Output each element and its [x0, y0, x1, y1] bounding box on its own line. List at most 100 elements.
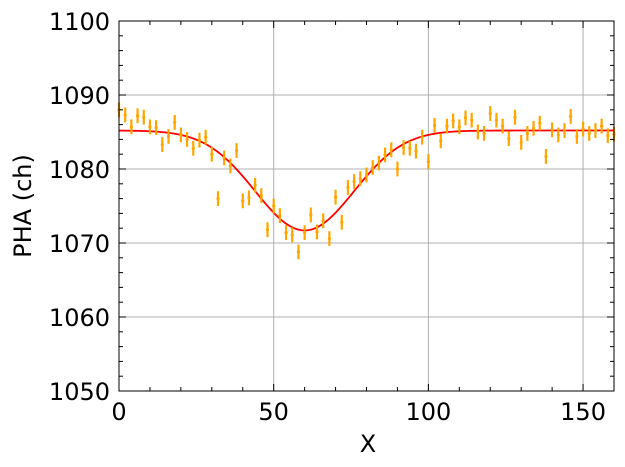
- point-marker: [210, 152, 214, 156]
- point-marker: [321, 219, 325, 223]
- point-marker: [364, 173, 369, 177]
- point-marker: [569, 114, 573, 119]
- data-point: [575, 129, 579, 144]
- point-marker: [216, 197, 220, 201]
- y-axis-label: PHA (ch): [9, 154, 37, 258]
- data-point: [333, 189, 338, 205]
- data-point: [606, 128, 610, 144]
- point-marker: [272, 204, 276, 208]
- point-marker: [204, 135, 208, 139]
- point-marker: [160, 142, 164, 147]
- point-marker: [154, 125, 158, 130]
- plot-frame: [118, 20, 615, 392]
- data-point: [148, 119, 152, 135]
- data-point: [402, 140, 406, 155]
- point-marker: [327, 236, 331, 241]
- point-marker: [185, 137, 189, 141]
- data-point: [327, 231, 331, 246]
- point-marker: [525, 131, 529, 136]
- point-marker: [340, 220, 344, 224]
- y-tick-label: 1100: [49, 8, 110, 36]
- point-marker: [507, 137, 511, 141]
- data-point: [142, 109, 146, 125]
- point-marker: [148, 125, 152, 129]
- point-marker: [278, 214, 282, 218]
- x-axis-label: X: [360, 430, 376, 458]
- data-point: [383, 147, 387, 163]
- data-point: [228, 158, 232, 174]
- data-point: [234, 143, 239, 158]
- data-point: [395, 161, 400, 177]
- point-marker: [247, 196, 251, 200]
- data-point: [470, 112, 474, 128]
- point-marker: [544, 154, 548, 159]
- grid: [118, 20, 614, 392]
- point-marker: [445, 124, 449, 128]
- point-marker: [550, 128, 554, 132]
- data-point: [185, 132, 189, 147]
- data-point: [389, 142, 393, 158]
- y-tick-label: 1090: [49, 82, 110, 110]
- point-marker: [234, 148, 239, 153]
- point-marker: [513, 115, 517, 119]
- data-point: [123, 107, 127, 123]
- data-point: [346, 180, 350, 195]
- point-marker: [191, 146, 195, 150]
- data-point: [160, 137, 164, 152]
- data-point: [408, 140, 412, 156]
- point-marker: [420, 135, 424, 139]
- point-marker: [426, 160, 430, 164]
- point-marker: [142, 115, 146, 119]
- data-point: [371, 160, 375, 175]
- point-marker: [408, 146, 412, 150]
- data-point: [204, 129, 208, 145]
- point-marker: [575, 134, 579, 139]
- point-marker: [439, 139, 443, 143]
- data-point: [550, 122, 554, 138]
- data-point: [309, 207, 313, 223]
- point-marker: [123, 113, 127, 117]
- point-marker: [333, 195, 338, 199]
- axes: [118, 20, 615, 392]
- data-point: [197, 132, 202, 148]
- point-marker: [303, 231, 307, 235]
- point-marker: [414, 149, 418, 153]
- data-point: [340, 214, 344, 230]
- point-marker: [587, 131, 591, 136]
- data-point: [600, 118, 604, 134]
- data-point: [445, 118, 449, 134]
- point-marker: [562, 128, 567, 133]
- data-point: [259, 188, 263, 204]
- point-marker: [315, 230, 319, 234]
- data-point: [129, 119, 133, 135]
- data-point: [265, 222, 270, 238]
- data-point: [420, 129, 424, 145]
- point-marker: [358, 177, 362, 181]
- data-point: [562, 123, 567, 138]
- data-point: [364, 167, 369, 183]
- point-marker: [352, 179, 356, 184]
- data-point: [296, 244, 301, 260]
- point-marker: [494, 118, 499, 122]
- point-marker: [402, 145, 406, 150]
- point-marker: [296, 250, 301, 254]
- data-point: [593, 123, 598, 138]
- point-marker: [284, 231, 288, 235]
- point-marker: [451, 119, 455, 123]
- data-point: [513, 109, 517, 125]
- data-point: [569, 109, 573, 124]
- y-tick-label: 1050: [49, 378, 110, 406]
- data-point: [525, 126, 529, 141]
- point-marker: [395, 167, 400, 171]
- point-marker: [538, 121, 542, 125]
- data-point: [432, 117, 437, 133]
- point-marker: [346, 185, 350, 190]
- point-marker: [290, 233, 294, 237]
- data-point: [488, 106, 492, 121]
- point-marker: [228, 164, 232, 168]
- point-marker: [501, 124, 505, 128]
- data-point: [501, 118, 505, 134]
- x-tick-label: 100: [405, 398, 451, 426]
- data-point: [377, 155, 381, 171]
